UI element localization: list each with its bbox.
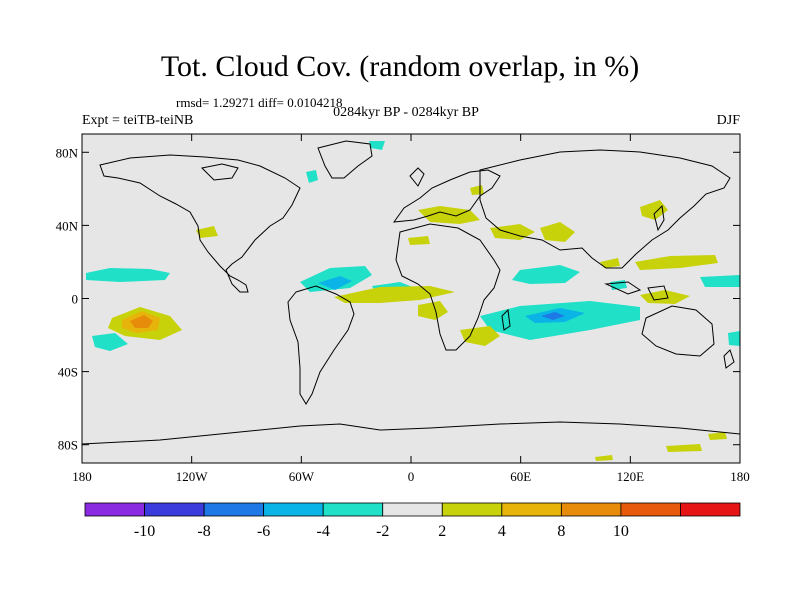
positive-anomaly-region	[635, 255, 718, 270]
negative-anomaly-region	[512, 265, 580, 284]
colorbar: -10 -8 -6 -4 -2 2 4 8 10	[84, 502, 741, 540]
colorbar-swatch	[560, 502, 622, 517]
colorbar-swatch	[441, 502, 503, 517]
y-tick-label: 80N	[56, 145, 79, 160]
colorbar-swatch	[144, 502, 205, 517]
colorbar-swatch	[680, 502, 741, 517]
y-tick-label: 0	[72, 292, 79, 307]
colorbar-label: 2	[438, 523, 446, 540]
positive-anomaly-region	[640, 290, 690, 304]
negative-anomaly-region	[92, 333, 128, 351]
positive-anomaly-region	[595, 455, 613, 461]
negative-anomaly-region	[700, 275, 740, 287]
positive-anomaly-region	[600, 258, 620, 268]
y-tick-label: 40N	[56, 218, 79, 233]
colorbar-label: -8	[197, 523, 210, 540]
positive-anomaly-region	[408, 236, 430, 245]
stats-line: rmsd= 1.29271 diff= 0.0104218	[176, 95, 343, 110]
colorbar-swatch	[620, 502, 681, 517]
negative-anomaly-region	[306, 170, 318, 183]
positive-anomaly-region	[196, 226, 218, 238]
x-tick-label: 120W	[176, 469, 209, 484]
positive-anomaly-region	[640, 200, 668, 220]
x-axis: 180 120W 60W 0 60E 120E 180	[72, 134, 750, 484]
colorbar-label: 4	[498, 523, 506, 540]
colorbar-label: -4	[317, 523, 330, 540]
x-tick-label: 60E	[510, 469, 531, 484]
plot-title: Tot. Cloud Cov. (random overlap, in %)	[160, 50, 640, 83]
positive-anomaly-region	[418, 206, 480, 224]
y-axis: 80N 40N 0 40S 80S	[56, 145, 740, 453]
y-tick-label: 80S	[58, 438, 78, 453]
x-tick-label: 0	[408, 469, 415, 484]
positive-anomaly-region	[490, 224, 535, 240]
colorbar-label: -10	[134, 523, 155, 540]
positive-anomaly-region	[666, 444, 702, 452]
colorbar-swatch	[203, 502, 265, 517]
positive-anomaly-region	[540, 222, 575, 242]
colorbar-label: -2	[376, 523, 389, 540]
positive-anomaly-region	[418, 301, 448, 320]
negative-anomaly-region	[369, 141, 385, 150]
negative-anomaly-region	[318, 276, 352, 290]
period-label: 0284kyr BP - 0284kyr BP	[333, 105, 479, 120]
negative-anomaly-region	[728, 331, 740, 346]
x-tick-label: 120E	[617, 469, 645, 484]
colorbar-label: 10	[613, 523, 629, 540]
y-tick-label: 40S	[58, 365, 78, 380]
colorbar-swatch	[263, 502, 324, 517]
negative-anomaly-region	[490, 316, 508, 325]
colorbar-swatch	[322, 502, 384, 517]
colorbar-label: 8	[557, 523, 565, 540]
positive-anomaly-region	[460, 326, 500, 346]
season-label: DJF	[716, 113, 740, 128]
colorbar-swatch	[501, 502, 562, 517]
positive-anomaly-region	[130, 315, 153, 328]
colorbar-swatch	[84, 502, 145, 517]
colorbar-swatch	[382, 502, 443, 517]
x-tick-label: 180	[72, 469, 92, 484]
negative-anomaly-region	[86, 268, 170, 282]
experiment-label: Expt = teiTB-teiNB	[82, 113, 194, 128]
negative-anomaly-region	[541, 312, 565, 320]
x-tick-label: 180	[730, 469, 750, 484]
positive-anomaly-region	[708, 432, 727, 440]
colorbar-label: -6	[257, 523, 270, 540]
x-tick-label: 60W	[289, 469, 315, 484]
coastlines	[82, 140, 740, 445]
